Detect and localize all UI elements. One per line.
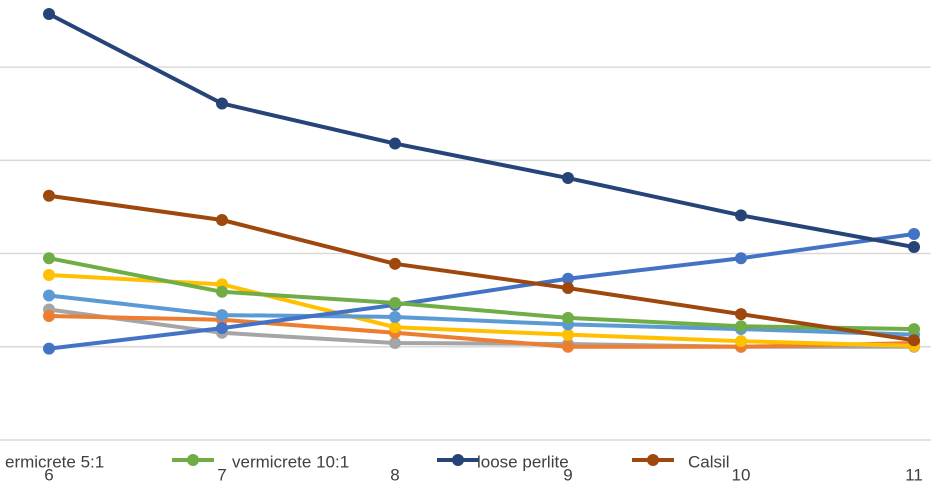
- marker: [389, 321, 401, 334]
- marker: [43, 342, 55, 355]
- marker: [43, 189, 55, 202]
- marker: [908, 323, 920, 336]
- marker: [562, 272, 574, 285]
- marker: [389, 296, 401, 309]
- marker: [562, 172, 574, 185]
- legend-label: vermicrete 10:1: [232, 452, 349, 471]
- marker: [735, 320, 747, 333]
- marker: [216, 309, 228, 322]
- series-line: [48, 273, 915, 348]
- marker: [562, 340, 574, 353]
- marker: [43, 7, 55, 20]
- x-tick-label: 7: [217, 465, 226, 484]
- series-line: [48, 314, 915, 349]
- x-tick-label: 10: [732, 465, 751, 484]
- series-line: [48, 232, 915, 351]
- series-line: [48, 256, 915, 332]
- marker: [43, 269, 55, 281]
- legend-label: Calsil: [688, 452, 730, 471]
- marker: [562, 328, 574, 341]
- marker: [562, 311, 574, 324]
- legend-label: ermicrete 5:1: [5, 452, 104, 471]
- series-line: [48, 12, 915, 250]
- marker: [735, 209, 747, 222]
- x-tick-label: 6: [44, 465, 53, 484]
- legend-marker: [452, 454, 464, 466]
- marker: [908, 334, 920, 347]
- series-line: [48, 193, 915, 343]
- marker: [908, 227, 920, 240]
- series-line: [48, 293, 915, 337]
- marker: [735, 252, 747, 265]
- marker: [735, 308, 747, 321]
- legend-label: loose perlite: [477, 452, 569, 471]
- marker: [908, 241, 920, 254]
- marker: [389, 257, 401, 270]
- marker: [389, 337, 401, 350]
- marker: [216, 285, 228, 298]
- x-tick-label: 8: [390, 465, 399, 484]
- legend-marker: [647, 454, 659, 466]
- x-tick-label: 9: [563, 465, 572, 484]
- marker: [389, 137, 401, 150]
- x-tick-label: 11: [905, 465, 923, 484]
- marker: [735, 335, 747, 348]
- marker: [216, 214, 228, 226]
- legend-marker: [187, 454, 199, 466]
- marker: [216, 322, 228, 335]
- marker: [43, 289, 55, 302]
- marker: [562, 282, 574, 295]
- marker: [43, 310, 55, 323]
- marker: [389, 310, 401, 323]
- marker: [216, 97, 228, 110]
- marker: [43, 252, 55, 265]
